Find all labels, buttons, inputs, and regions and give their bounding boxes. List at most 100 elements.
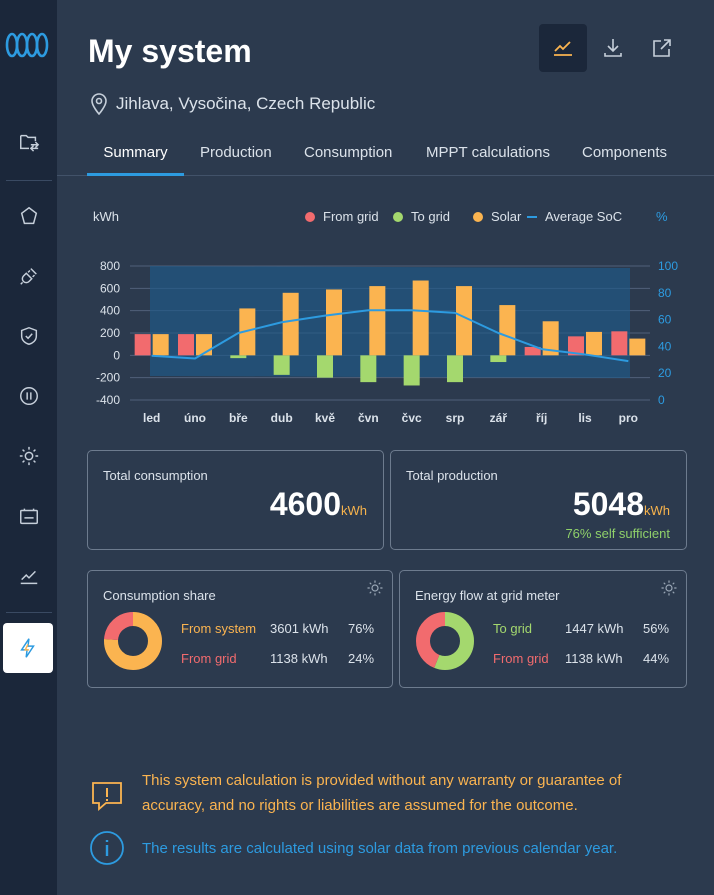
y2-tick-label: 60 <box>658 313 672 327</box>
energy-flow-title: Energy flow at grid meter <box>415 588 560 603</box>
y2-tick-label: 100 <box>658 259 678 273</box>
pentagon-icon[interactable] <box>0 196 57 236</box>
bar-solar <box>412 280 429 356</box>
bar-solar <box>326 289 342 356</box>
trend-icon[interactable] <box>0 556 57 596</box>
share-button[interactable] <box>638 24 686 72</box>
right-axis-unit: % <box>656 209 668 224</box>
legend-label: From grid <box>323 209 379 224</box>
donut-segment <box>416 612 474 670</box>
y-tick-label: -400 <box>96 393 120 407</box>
flow-pct-to-grid: 56% <box>643 621 670 636</box>
total-consumption-value: 4600kWh <box>270 486 367 523</box>
y-tick-label: 400 <box>100 304 120 318</box>
y-tick-label: -200 <box>96 371 120 385</box>
plug-icon[interactable] <box>0 256 57 296</box>
bar-solar <box>456 286 472 356</box>
bar-solar <box>542 321 559 356</box>
bar-solar <box>586 331 602 356</box>
x-tick-label: čvn <box>358 411 379 425</box>
total-consumption-card: Total consumption 4600kWh <box>87 450 384 550</box>
tab-bar: Summary Production Consumption MPPT calc… <box>57 138 714 176</box>
location-pin-icon <box>91 93 107 115</box>
x-tick-label: čvc <box>402 411 422 425</box>
bar-to-grid <box>317 355 333 378</box>
battery-icon[interactable] <box>0 496 57 536</box>
total-production-card: Total production 5048kWh 76% self suffic… <box>390 450 687 550</box>
flow-label-to-grid: To grid <box>493 621 533 636</box>
pause-circle-icon[interactable] <box>0 376 57 416</box>
share-icon <box>653 39 671 57</box>
legend-label: Solar <box>491 209 522 224</box>
bar-solar <box>499 305 516 356</box>
share-pct-from-grid: 24% <box>348 651 375 666</box>
y-tick-label: 0 <box>113 348 120 362</box>
bar-from-grid <box>178 334 194 356</box>
sun-icon[interactable] <box>0 436 57 476</box>
switch-installation-icon[interactable] <box>0 122 57 162</box>
tab-summary[interactable]: Summary <box>87 138 184 176</box>
share-label-from-system: From system <box>181 621 257 636</box>
soc-line <box>151 309 629 363</box>
chart-view-button[interactable] <box>539 24 587 72</box>
legend-swatch <box>393 212 403 222</box>
victron-logo[interactable] <box>3 30 53 60</box>
location-text: Jihlava, Vysočina, Czech Republic <box>116 94 376 113</box>
x-tick-label: zář <box>490 411 508 425</box>
download-button[interactable] <box>589 24 637 72</box>
bar-to-grid <box>273 355 290 375</box>
consumption-share-donut <box>104 612 162 670</box>
donut-segment <box>104 612 162 670</box>
bar-from-grid <box>568 336 584 356</box>
sidebar <box>0 0 57 895</box>
total-consumption-label: Total consumption <box>103 468 208 483</box>
x-tick-label: dub <box>271 411 293 425</box>
y-tick-label: 800 <box>100 259 120 273</box>
legend-label: Average SoC <box>545 209 622 224</box>
bar-solar <box>239 308 256 356</box>
flow-label-from-grid: From grid <box>493 651 549 666</box>
total-production-value: 5048kWh <box>573 486 670 523</box>
tab-consumption[interactable]: Consumption <box>304 144 393 161</box>
total-consumption-unit: kWh <box>341 503 367 518</box>
bar-to-grid <box>447 355 463 383</box>
bar-solar <box>369 286 386 356</box>
bar-to-grid <box>360 355 377 383</box>
shield-check-icon[interactable] <box>0 316 57 356</box>
bar-from-grid <box>611 331 628 356</box>
page-title: My system <box>88 33 252 69</box>
warning-icon <box>92 782 122 811</box>
bar-to-grid <box>490 355 507 363</box>
y-tick-label: 200 <box>100 326 120 340</box>
x-tick-label: pro <box>619 411 638 425</box>
total-production-unit: kWh <box>644 503 670 518</box>
energy-bolt-icon[interactable] <box>3 623 53 673</box>
warranty-notice: This system calculation is provided with… <box>142 772 622 814</box>
x-tick-label: úno <box>184 411 206 425</box>
x-tick-label: led <box>143 411 160 425</box>
settings-sun-icon[interactable] <box>660 579 678 597</box>
total-consumption-number: 4600 <box>269 486 341 522</box>
tab-mppt-calculations[interactable]: MPPT calculations <box>426 144 550 161</box>
location: Jihlava, Vysočina, Czech Republic <box>90 93 375 115</box>
info-icon <box>90 831 124 865</box>
left-axis-unit: kWh <box>93 209 119 224</box>
settings-sun-icon[interactable] <box>366 579 384 597</box>
share-value-from-grid: 1138 kWh <box>270 651 328 666</box>
flow-pct-from-grid: 44% <box>643 651 670 666</box>
bar-solar <box>152 334 169 356</box>
energy-flow-donut <box>416 612 474 670</box>
y2-tick-label: 40 <box>658 339 672 353</box>
solar-data-notice: The results are calculated using solar d… <box>142 840 618 857</box>
download-icon <box>604 39 622 57</box>
tab-components[interactable]: Components <box>582 144 668 161</box>
bar-to-grid <box>403 355 420 386</box>
legend-swatch <box>305 212 315 222</box>
flow-value-to-grid: 1447 kWh <box>565 621 624 636</box>
x-tick-label: kvě <box>315 411 335 425</box>
bar-to-grid <box>230 355 247 359</box>
bar-solar <box>282 292 299 356</box>
share-value-from-system: 3601 kWh <box>270 621 329 636</box>
x-tick-label: lis <box>578 411 592 425</box>
tab-production[interactable]: Production <box>200 144 272 161</box>
